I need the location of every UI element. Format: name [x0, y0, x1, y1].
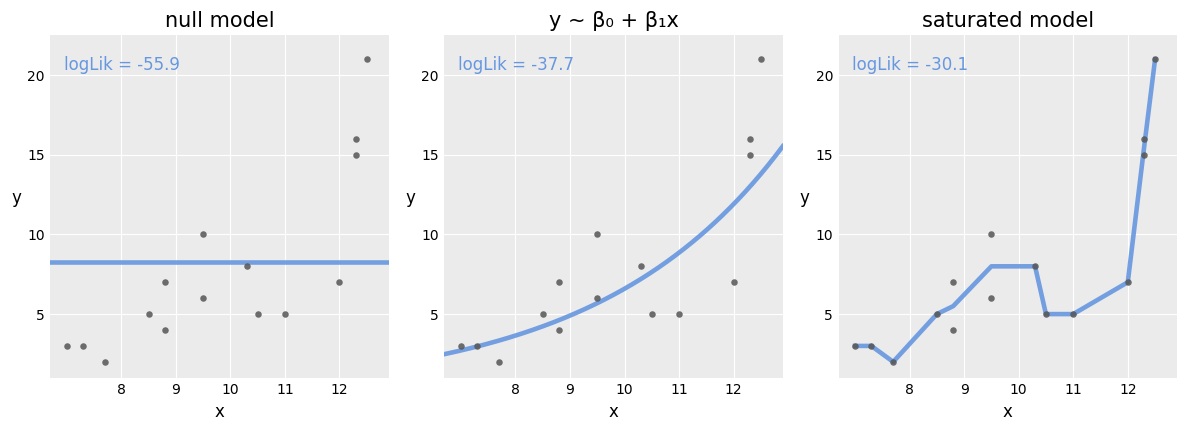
Point	[643, 311, 662, 318]
Point	[468, 343, 487, 349]
Point	[347, 151, 366, 158]
Point	[1025, 263, 1044, 270]
Title: null model: null model	[165, 11, 274, 31]
Point	[156, 279, 175, 286]
Point	[670, 311, 689, 318]
Point	[982, 295, 1001, 302]
Point	[1118, 279, 1137, 286]
Point	[846, 343, 865, 349]
Point	[358, 56, 377, 63]
Text: logLik = -55.9: logLik = -55.9	[64, 56, 179, 74]
Point	[982, 231, 1001, 238]
Point	[451, 343, 470, 349]
Point	[861, 343, 880, 349]
Point	[550, 327, 569, 334]
Point	[550, 279, 569, 286]
Title: y ~ β₀ + β₁x: y ~ β₀ + β₁x	[549, 11, 678, 31]
Point	[740, 136, 759, 143]
Point	[74, 343, 93, 349]
Text: logLik = -37.7: logLik = -37.7	[459, 56, 574, 74]
Point	[943, 279, 962, 286]
Point	[1063, 311, 1082, 318]
Point	[533, 311, 552, 318]
Point	[57, 343, 76, 349]
Point	[194, 295, 213, 302]
Point	[1135, 151, 1154, 158]
Point	[943, 327, 962, 334]
Point	[725, 279, 744, 286]
Point	[330, 279, 349, 286]
Point	[631, 263, 650, 270]
Point	[139, 311, 158, 318]
Point	[1135, 136, 1154, 143]
Point	[276, 311, 295, 318]
X-axis label: x: x	[608, 403, 619, 421]
Point	[489, 359, 508, 365]
Point	[347, 136, 366, 143]
Y-axis label: y: y	[405, 189, 415, 206]
Point	[248, 311, 267, 318]
Point	[588, 231, 607, 238]
Point	[588, 295, 607, 302]
Point	[156, 327, 175, 334]
Point	[740, 151, 759, 158]
Point	[928, 311, 947, 318]
Title: saturated model: saturated model	[922, 11, 1094, 31]
Point	[1036, 311, 1055, 318]
X-axis label: x: x	[1003, 403, 1012, 421]
Point	[1145, 56, 1164, 63]
X-axis label: x: x	[215, 403, 225, 421]
Text: logLik = -30.1: logLik = -30.1	[852, 56, 968, 74]
Point	[194, 231, 213, 238]
Y-axis label: y: y	[11, 189, 21, 206]
Point	[95, 359, 114, 365]
Y-axis label: y: y	[800, 189, 809, 206]
Point	[238, 263, 257, 270]
Point	[752, 56, 771, 63]
Point	[884, 359, 903, 365]
